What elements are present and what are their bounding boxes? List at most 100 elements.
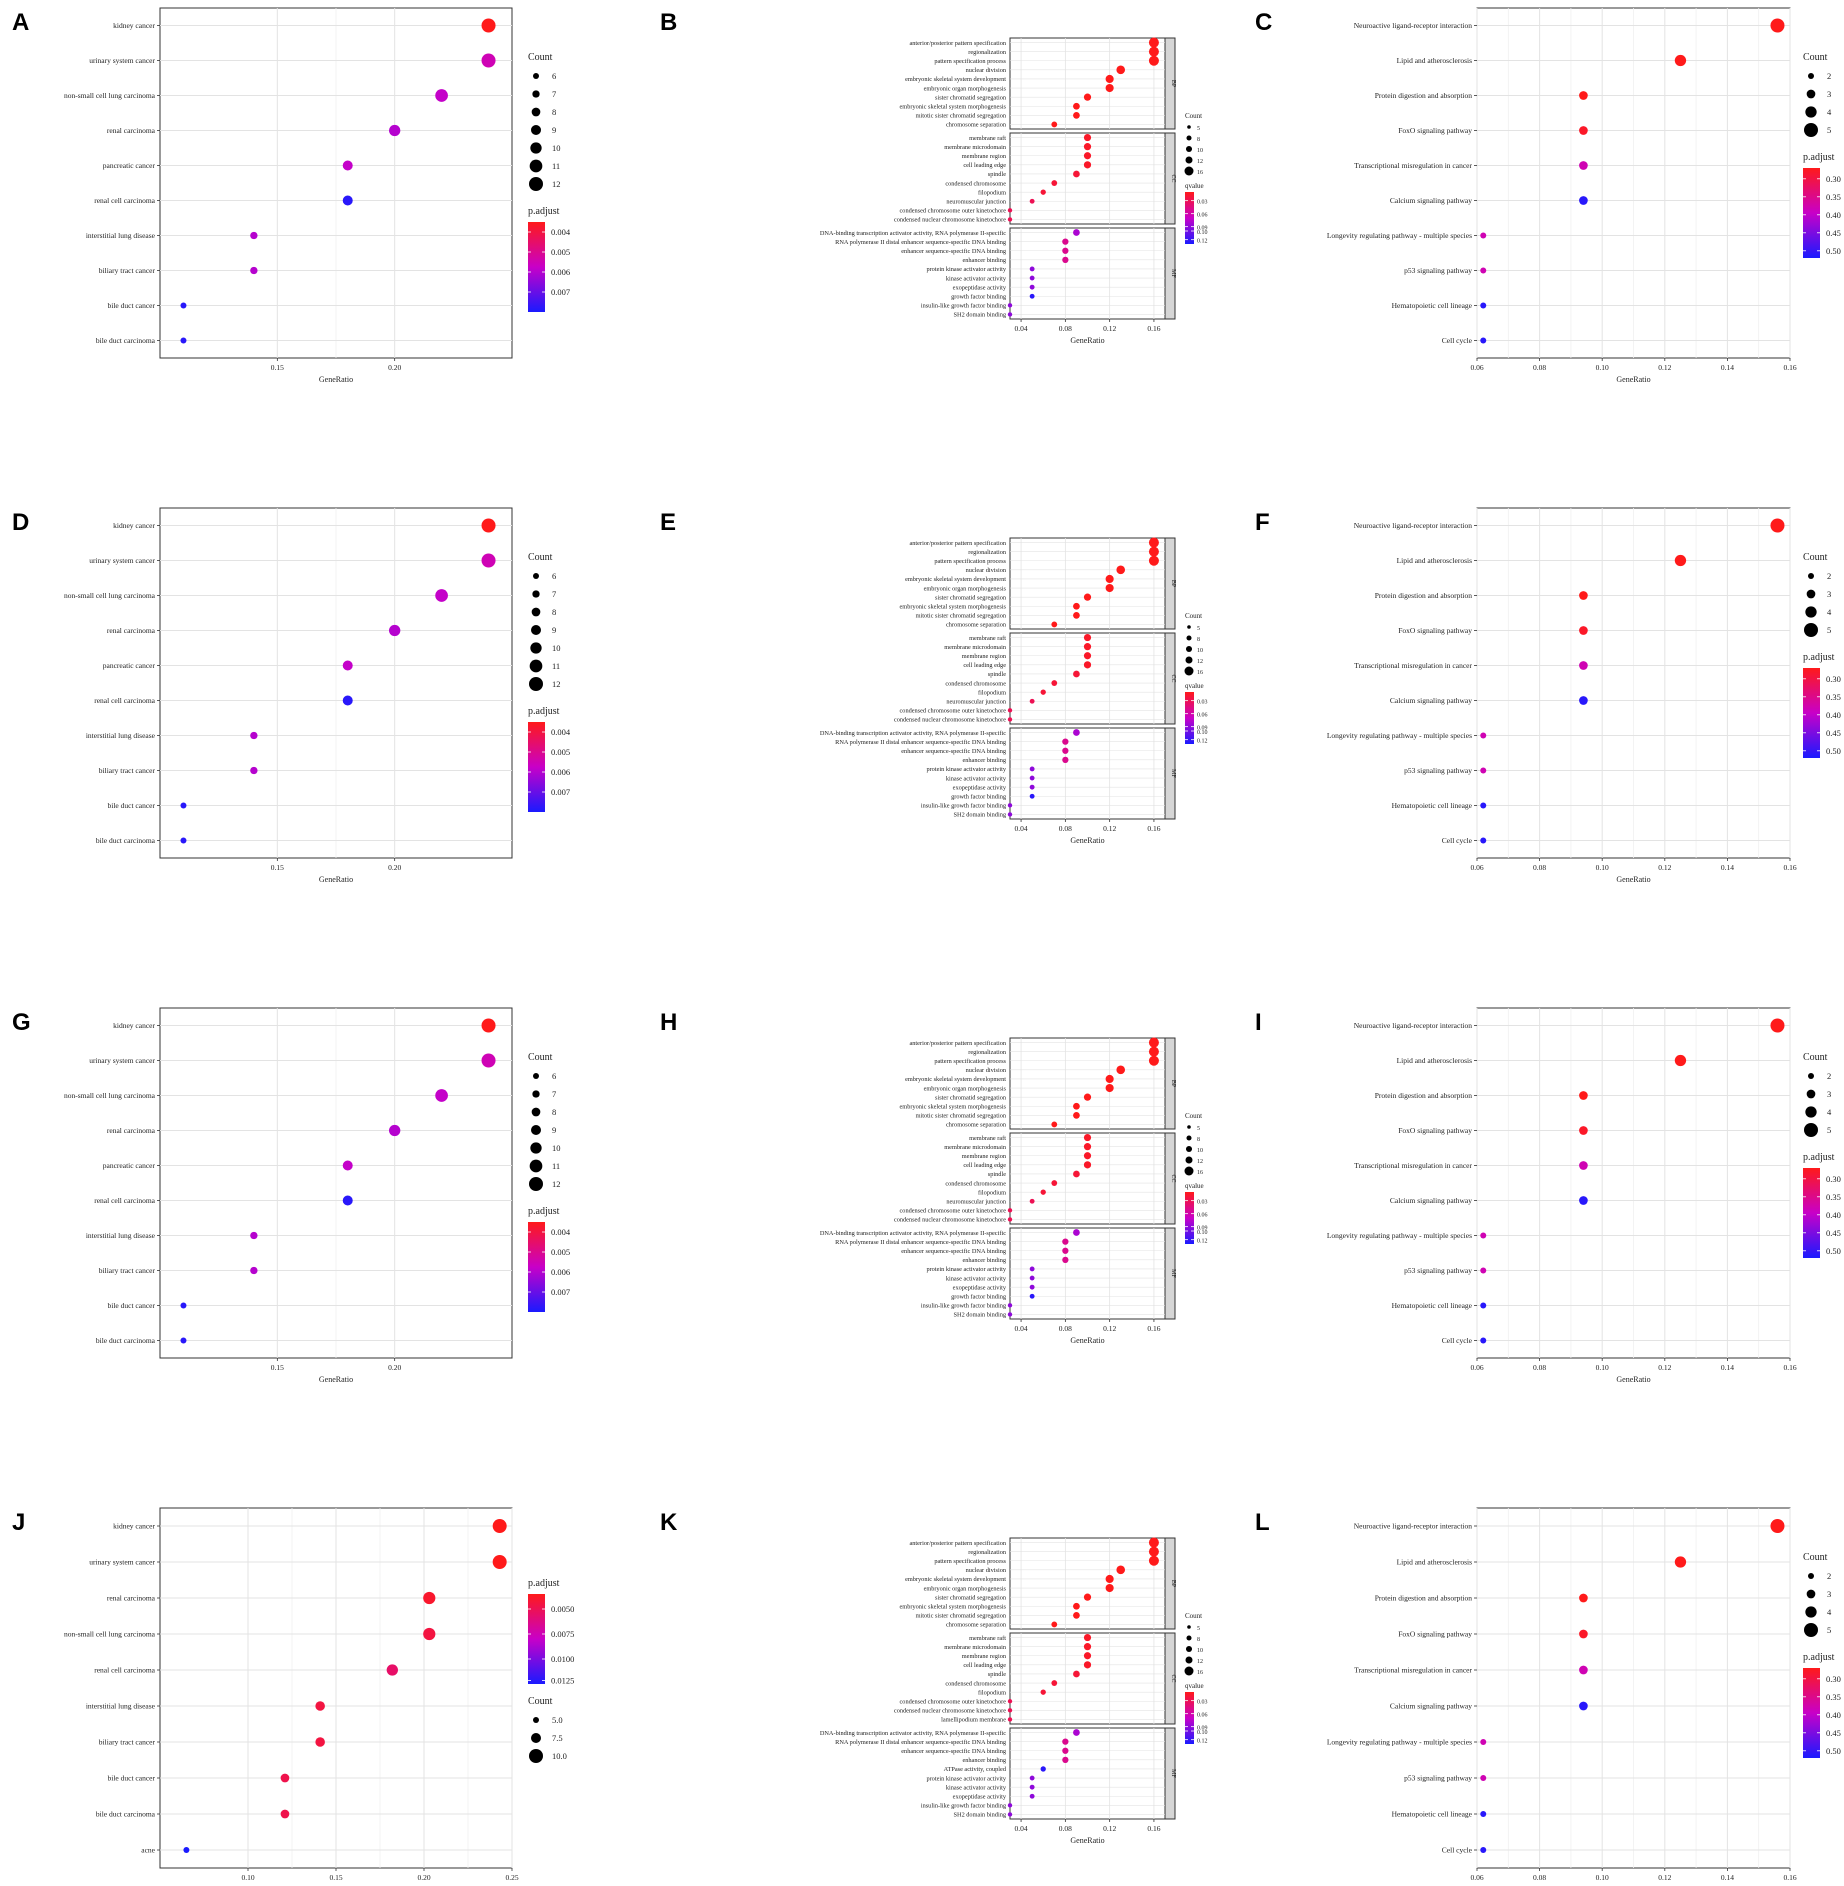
data-point <box>1148 46 1159 57</box>
y-category-label: embryonic organ morphogenesis <box>924 1585 1007 1592</box>
color-legend-label: 0.06 <box>1197 1213 1208 1219</box>
color-legend-title: p.adjust <box>528 1578 560 1589</box>
size-legend-dot <box>1185 145 1193 153</box>
data-point <box>342 195 353 206</box>
y-category-label: embryonic skeletal system morphogenesis <box>900 103 1007 110</box>
facet-strip-label: CC <box>1170 1174 1176 1182</box>
facet-strip-label: CC <box>1170 174 1176 182</box>
x-tick-label: 0.15 <box>329 1873 342 1882</box>
x-tick-label: 0.14 <box>1721 363 1734 372</box>
data-point <box>1148 1546 1159 1557</box>
size-legend-label: 5.0 <box>552 1715 563 1725</box>
color-legend-label: 0.40 <box>1826 710 1841 720</box>
data-point <box>250 1231 258 1240</box>
y-category-label: pattern specification process <box>934 1058 1006 1065</box>
facet-strip <box>1164 1227 1176 1320</box>
color-legend-label: 0.12 <box>1197 739 1208 745</box>
y-category-label: acne <box>141 1846 155 1855</box>
y-category-label: chromosome separation <box>946 1622 1007 1629</box>
y-category-label: anterior/posterior pattern specification <box>909 540 1006 547</box>
size-legend-label: 10 <box>1197 1148 1203 1154</box>
data-point <box>1579 661 1588 670</box>
size-legend-label: 5 <box>1827 125 1831 135</box>
y-category-label: kinase activator activity <box>946 775 1007 782</box>
facet-strip-label: MF <box>1170 1769 1176 1778</box>
y-category-label: embryonic skeletal system development <box>905 576 1006 583</box>
panel-label: B <box>660 9 677 36</box>
color-legend-label: 0.06 <box>1197 713 1208 719</box>
data-point <box>1007 208 1013 213</box>
x-tick-label: 0.08 <box>1533 363 1546 372</box>
y-category-label: embryonic organ morphogenesis <box>924 85 1007 92</box>
y-category-label: non-small cell lung carcinoma <box>64 1091 156 1100</box>
color-legend-label: 0.30 <box>1826 174 1841 184</box>
color-legend-bar <box>1185 1692 1194 1744</box>
data-point <box>1083 1143 1092 1151</box>
data-point <box>423 1627 436 1641</box>
y-category-label: interstitial lung disease <box>86 1231 156 1240</box>
color-legend-title: p.adjust <box>528 206 560 217</box>
data-point <box>1579 161 1588 170</box>
color-legend-label: 0.40 <box>1826 210 1841 220</box>
y-category-label: ATPase activity, coupled <box>944 1766 1007 1773</box>
data-point <box>1480 767 1487 774</box>
data-point <box>1029 266 1035 272</box>
data-point <box>1073 229 1080 236</box>
size-legend-dot <box>1185 156 1193 164</box>
y-category-label: non-small cell lung carcinoma <box>64 91 156 100</box>
y-category-label: Lipid and atherosclerosis <box>1397 1056 1472 1065</box>
data-point <box>342 695 353 706</box>
size-legend-label: 12 <box>1197 1659 1203 1665</box>
panel-c: C Neuroactive ligand-receptor interaction… <box>1255 7 1841 384</box>
data-point <box>1083 1661 1092 1669</box>
y-category-label: embryonic organ morphogenesis <box>924 1085 1007 1092</box>
data-point <box>1770 518 1785 533</box>
data-point <box>1051 1680 1058 1686</box>
color-legend-label: 0.005 <box>551 247 570 257</box>
data-point <box>1073 1111 1080 1119</box>
size-legend-dot <box>1808 1573 1814 1579</box>
y-category-label: insulin-like growth factor binding <box>921 1303 1007 1310</box>
data-point <box>481 1018 496 1033</box>
color-legend-label: 0.09 <box>1197 1726 1208 1732</box>
size-legend-dot <box>531 1125 541 1135</box>
panel-label: E <box>660 509 676 536</box>
x-tick-label: 0.15 <box>271 363 284 372</box>
y-category-label: membrane raft <box>969 1635 1006 1642</box>
data-point <box>1029 1198 1035 1204</box>
data-point <box>1083 152 1092 160</box>
size-legend-title: Count <box>1803 52 1828 63</box>
y-category-label: Protein digestion and absorption <box>1375 91 1473 100</box>
y-category-label: condensed chromosome <box>945 1680 1006 1687</box>
data-point <box>1062 1256 1069 1263</box>
data-point <box>180 1337 187 1344</box>
size-legend-label: 2 <box>1827 1071 1831 1081</box>
data-point <box>1083 1633 1092 1642</box>
data-point <box>342 660 353 671</box>
data-point <box>389 624 401 637</box>
size-legend-dot <box>531 1733 541 1743</box>
facet-strip-label: MF <box>1170 769 1176 778</box>
data-point <box>180 1302 187 1309</box>
data-point <box>1062 1247 1069 1254</box>
data-point <box>1480 1811 1487 1817</box>
size-legend-label: 12 <box>1197 159 1203 165</box>
size-legend-label: 12 <box>552 1179 561 1189</box>
size-legend-dot <box>533 1073 539 1079</box>
data-point <box>1770 1519 1785 1533</box>
data-point <box>492 1555 507 1569</box>
size-legend-label: 6 <box>552 1071 556 1081</box>
y-category-label: enhancer binding <box>962 1257 1006 1264</box>
data-point <box>1073 1729 1080 1736</box>
size-legend-dot <box>1186 635 1192 641</box>
size-legend-dot <box>1804 1623 1818 1637</box>
data-point <box>1051 180 1058 186</box>
y-category-label: condensed chromosome outer kinetochore <box>900 1698 1007 1705</box>
data-point <box>280 1809 290 1819</box>
y-category-label: Transcriptional misregulation in cancer <box>1354 661 1472 670</box>
data-point <box>1051 1121 1058 1128</box>
data-point <box>1029 1793 1035 1799</box>
data-point <box>1007 1699 1013 1704</box>
